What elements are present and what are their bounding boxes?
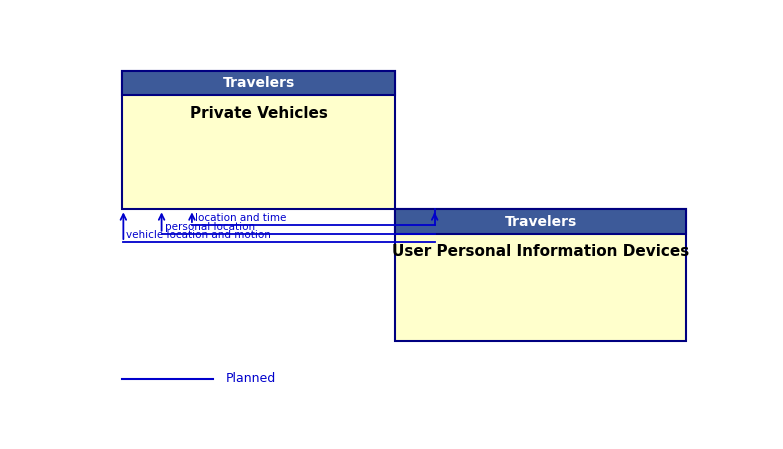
Text: User Personal Information Devices: User Personal Information Devices	[392, 244, 690, 259]
Text: Planned: Planned	[226, 372, 276, 385]
Bar	[395, 209, 687, 341]
Text: personal location: personal location	[164, 222, 254, 232]
Text: location and time: location and time	[195, 213, 287, 223]
Text: Travelers: Travelers	[505, 215, 577, 229]
Bar	[395, 209, 687, 233]
Bar	[122, 71, 395, 209]
Text: Private Vehicles: Private Vehicles	[189, 106, 327, 121]
Bar	[122, 71, 395, 95]
Text: vehicle location and motion: vehicle location and motion	[126, 230, 271, 240]
Text: Travelers: Travelers	[222, 76, 295, 90]
